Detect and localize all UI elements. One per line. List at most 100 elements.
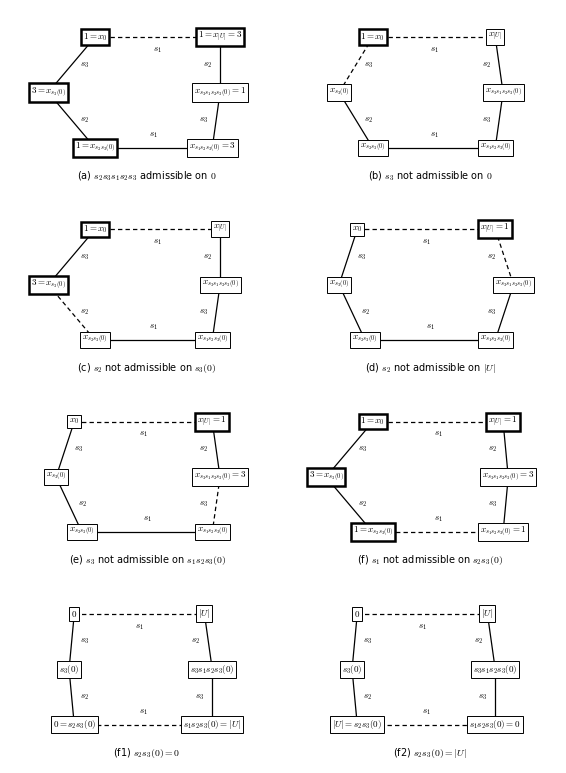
- Text: $s_3$: $s_3$: [357, 252, 366, 262]
- Text: $s_1$: $s_1$: [422, 707, 431, 717]
- Text: $s_3$: $s_3$: [482, 115, 491, 125]
- Text: $x_{|U|}=\mathbf{1}$: $x_{|U|}=\mathbf{1}$: [488, 414, 518, 429]
- Text: $x_0$: $x_0$: [69, 417, 79, 427]
- Text: $s_3$: $s_3$: [195, 692, 204, 702]
- Text: $s_1$: $s_1$: [139, 430, 148, 439]
- Text: $s_1$: $s_1$: [149, 322, 158, 332]
- Text: $s_3s_1s_2s_3(0)$: $s_3s_1s_2s_3(0)$: [473, 662, 517, 676]
- Text: $x_{s_2s_3(0)}$: $x_{s_2s_3(0)}$: [69, 526, 95, 539]
- Text: $x_{s_3s_1s_2s_3(0)}=\mathbf{3}$: $x_{s_3s_1s_2s_3(0)}=\mathbf{3}$: [482, 470, 534, 484]
- Text: $s_1$: $s_1$: [153, 237, 162, 247]
- Text: $0$: $0$: [71, 609, 78, 619]
- Text: $s_1$: $s_1$: [434, 515, 443, 524]
- Text: $x_0$: $x_0$: [352, 225, 362, 234]
- Text: $s_3$: $s_3$: [74, 444, 83, 454]
- Text: (f1) $s_2s_3(0)=0$: (f1) $s_2s_3(0)=0$: [114, 746, 181, 760]
- Text: $x_{s_2s_3(0)}$: $x_{s_2s_3(0)}$: [352, 334, 378, 346]
- Text: (c) $s_2$ not admissible on $s_3(0)$: (c) $s_2$ not admissible on $s_3(0)$: [78, 361, 217, 375]
- Text: $|U|$: $|U|$: [198, 608, 211, 621]
- Text: $s_2$: $s_2$: [78, 500, 87, 509]
- Text: $s_2$: $s_2$: [80, 308, 89, 317]
- Text: $x_{s_1s_2s_3(0)}=\mathbf{3}$: $x_{s_1s_2s_3(0)}=\mathbf{3}$: [189, 141, 235, 155]
- Text: $s_3$: $s_3$: [488, 500, 497, 509]
- Text: $s_1$: $s_1$: [149, 130, 158, 140]
- Text: $s_1$: $s_1$: [418, 622, 427, 632]
- Text: $\mathbf{1}=x_{s_2s_3(0)}$: $\mathbf{1}=x_{s_2s_3(0)}$: [75, 141, 115, 155]
- Text: $s_1$: $s_1$: [135, 622, 144, 632]
- Text: $x_{s_3s_1s_2s_3(0)}=\mathbf{1}$: $x_{s_3s_1s_2s_3(0)}=\mathbf{1}$: [194, 85, 246, 100]
- Text: $\mathbf{1}=x_0$: $\mathbf{1}=x_0$: [361, 416, 385, 427]
- Text: $0=s_2s_3(0)$: $0=s_2s_3(0)$: [53, 718, 96, 731]
- Text: $s_3$: $s_3$: [365, 60, 374, 70]
- Text: $s_3$: $s_3$: [199, 500, 208, 509]
- Text: $s_2$: $s_2$: [361, 308, 370, 317]
- Text: (f2) $s_2s_3(0)=|U|$: (f2) $s_2s_3(0)=|U|$: [393, 746, 467, 760]
- Text: $\mathbf{1}=x_0$: $\mathbf{1}=x_0$: [361, 32, 385, 43]
- Text: $\mathbf{3}=x_{s_3(0)}$: $\mathbf{3}=x_{s_3(0)}$: [308, 470, 344, 484]
- Text: $s_2$: $s_2$: [365, 115, 374, 125]
- Text: $s_2$: $s_2$: [488, 444, 497, 454]
- Text: (b) $s_3$ not admissible on $0$: (b) $s_3$ not admissible on $0$: [368, 169, 492, 183]
- Text: $\mathbf{3}=x_{s_3(0)}$: $\mathbf{3}=x_{s_3(0)}$: [31, 278, 66, 291]
- Text: $s_3$: $s_3$: [363, 637, 372, 646]
- Text: $s_2$: $s_2$: [199, 444, 208, 454]
- Text: (e) $s_3$ not admissible on $s_1s_2s_3(0)$: (e) $s_3$ not admissible on $s_1s_2s_3(0…: [68, 553, 226, 567]
- Text: $s_1$: $s_1$: [422, 237, 431, 247]
- Text: $s_1s_2s_3(0)=0$: $s_1s_2s_3(0)=0$: [469, 718, 521, 731]
- Text: $x_{|U|}=\mathbf{1}$: $x_{|U|}=\mathbf{1}$: [481, 223, 510, 237]
- Text: $s_1$: $s_1$: [143, 515, 152, 524]
- Text: $s_2$: $s_2$: [80, 692, 89, 702]
- Text: $s_3$: $s_3$: [478, 692, 487, 702]
- Text: $x_{s_1s_2s_3(0)}$: $x_{s_1s_2s_3(0)}$: [479, 334, 511, 346]
- Text: $s_2$: $s_2$: [487, 252, 496, 262]
- Text: $s_1$: $s_1$: [430, 130, 439, 140]
- Text: $\mathbf{1}=x_0$: $\mathbf{1}=x_0$: [83, 32, 108, 43]
- Text: $s_1$: $s_1$: [434, 430, 443, 439]
- Text: $0$: $0$: [354, 609, 361, 619]
- Text: $x_{s_3s_1s_2s_3(0)}$: $x_{s_3s_1s_2s_3(0)}$: [201, 279, 238, 291]
- Text: $s_3$: $s_3$: [80, 637, 89, 646]
- Text: $s_2$: $s_2$: [203, 252, 212, 262]
- Text: $s_1s_2s_3(0)=|U|$: $s_1s_2s_3(0)=|U|$: [183, 718, 241, 731]
- Text: $s_1$: $s_1$: [139, 707, 148, 717]
- Text: $s_3(0)$: $s_3(0)$: [59, 662, 79, 676]
- Text: $\mathbf{1}=x_0$: $\mathbf{1}=x_0$: [83, 223, 108, 235]
- Text: $x_{s_3(0)}$: $x_{s_3(0)}$: [329, 87, 349, 98]
- Text: $x_{s_1s_2s_3(0)}$: $x_{s_1s_2s_3(0)}$: [196, 334, 228, 346]
- Text: $x_{s_3(0)}$: $x_{s_3(0)}$: [329, 279, 349, 291]
- Text: $\mathbf{1}=x_{s_2s_3(0)}$: $\mathbf{1}=x_{s_2s_3(0)}$: [353, 526, 393, 540]
- Text: $s_3$: $s_3$: [487, 308, 496, 317]
- Text: $x_{s_1s_2s_3(0)}=\mathbf{1}$: $x_{s_1s_2s_3(0)}=\mathbf{1}$: [480, 526, 526, 540]
- Text: $x_{s_3s_1s_2s_3(0)}=\mathbf{3}$: $x_{s_3s_1s_2s_3(0)}=\mathbf{3}$: [194, 470, 246, 484]
- Text: $x_{s_3(0)}$: $x_{s_3(0)}$: [46, 471, 66, 483]
- Text: $s_2$: $s_2$: [363, 692, 372, 702]
- Text: $x_{s_2s_3(0)}$: $x_{s_2s_3(0)}$: [82, 334, 108, 346]
- Text: $x_{s_1s_2s_3(0)}$: $x_{s_1s_2s_3(0)}$: [196, 526, 228, 539]
- Text: $s_2$: $s_2$: [191, 637, 200, 646]
- Text: $x_{s_2s_3(0)}$: $x_{s_2s_3(0)}$: [360, 141, 386, 154]
- Text: $s_3$: $s_3$: [199, 308, 208, 317]
- Text: $s_1$: $s_1$: [153, 46, 162, 55]
- Text: $x_{s_1s_2s_3(0)}$: $x_{s_1s_2s_3(0)}$: [479, 141, 511, 154]
- Text: $s_3$: $s_3$: [80, 60, 89, 70]
- Text: $x_{s_3s_1s_2s_3(0)}$: $x_{s_3s_1s_2s_3(0)}$: [484, 87, 521, 98]
- Text: $x_{|U|}$: $x_{|U|}$: [213, 223, 227, 236]
- Text: $s_2$: $s_2$: [482, 60, 491, 70]
- Text: (a) $s_2s_3s_1s_2s_3$ admissible on $0$: (a) $s_2s_3s_1s_2s_3$ admissible on $0$: [78, 169, 217, 183]
- Text: $s_3$: $s_3$: [199, 115, 208, 125]
- Text: $\mathbf{3}=x_{s_3(0)}$: $\mathbf{3}=x_{s_3(0)}$: [31, 85, 66, 100]
- Text: (f) $s_1$ not admissible on $s_2s_3(0)$: (f) $s_1$ not admissible on $s_2s_3(0)$: [357, 553, 503, 567]
- Text: $|U|$: $|U|$: [481, 608, 494, 621]
- Text: $x_{s_3s_1s_2s_3(0)}$: $x_{s_3s_1s_2s_3(0)}$: [495, 279, 532, 291]
- Text: $|U|=s_2s_3(0)$: $|U|=s_2s_3(0)$: [332, 718, 382, 731]
- Text: (d) $s_2$ not admissible on $|U|$: (d) $s_2$ not admissible on $|U|$: [365, 361, 496, 375]
- Text: $x_{|U|}=\mathbf{1}$: $x_{|U|}=\mathbf{1}$: [198, 414, 227, 429]
- Text: $\mathbf{1}=x_{|U|}=\mathbf{3}$: $\mathbf{1}=x_{|U|}=\mathbf{3}$: [198, 30, 242, 44]
- Text: $s_2$: $s_2$: [80, 115, 89, 125]
- Text: $s_3(0)$: $s_3(0)$: [342, 662, 362, 676]
- Text: $s_2$: $s_2$: [203, 60, 212, 70]
- Text: $s_1$: $s_1$: [430, 46, 439, 55]
- Text: $s_2$: $s_2$: [474, 637, 483, 646]
- Text: $x_{|U|}$: $x_{|U|}$: [488, 31, 503, 43]
- Text: $s_1$: $s_1$: [426, 322, 435, 332]
